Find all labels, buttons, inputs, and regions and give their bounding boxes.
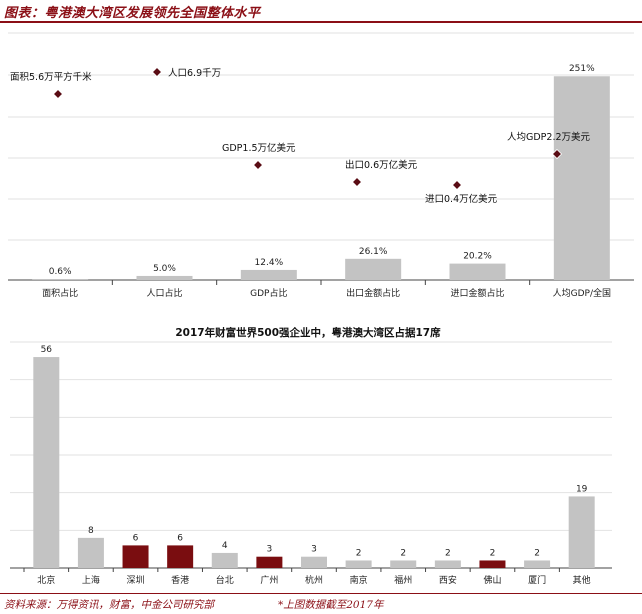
category-label: 南京 <box>350 574 368 586</box>
annotation-marker <box>551 148 563 160</box>
bar-value-label: 12.4% <box>255 258 284 268</box>
bar-value-label: 2 <box>400 548 406 558</box>
bar-value-label: 2 <box>445 548 451 558</box>
category-label: 深圳 <box>127 575 145 586</box>
bar <box>390 560 417 568</box>
bar <box>211 552 238 568</box>
annotation-text: 进口0.4万亿美元 <box>425 193 498 205</box>
category-label: 佛山 <box>483 574 501 586</box>
bar <box>167 545 194 568</box>
bar <box>449 263 506 280</box>
bar <box>524 560 551 568</box>
title-rule <box>0 21 642 23</box>
bar <box>345 258 402 280</box>
bar <box>33 357 60 568</box>
bar-value-label: 6 <box>133 533 139 543</box>
annotation-text: 人均GDP2.2万美元 <box>507 131 591 143</box>
bar <box>32 279 89 280</box>
category-label: 人均GDP/全国 <box>553 287 611 299</box>
category-label: 上海 <box>82 574 100 586</box>
bar <box>434 560 461 568</box>
bar-value-label: 4 <box>222 541 228 551</box>
category-label: 进口金额占比 <box>450 287 504 299</box>
bar <box>122 545 149 568</box>
bar-value-label: 2 <box>356 548 362 558</box>
bar-value-label: 5.0% <box>153 264 176 274</box>
chart-title: 2017年财富世界500强企业中，粤港澳大湾区占据17席 <box>175 326 441 339</box>
bar <box>256 556 283 568</box>
annotation-marker <box>252 159 264 171</box>
category-label: 出口金额占比 <box>346 287 400 299</box>
bar <box>479 560 506 568</box>
bar-value-label: 26.1% <box>359 247 388 257</box>
category-label: 广州 <box>260 574 278 586</box>
bar-value-label: 251% <box>569 64 595 74</box>
category-label: 香港 <box>171 574 189 586</box>
bar <box>553 76 610 280</box>
category-label: 人口占比 <box>146 287 182 299</box>
bar-value-label: 2 <box>534 548 540 558</box>
bar <box>77 537 104 568</box>
annotation-marker <box>351 176 363 188</box>
category-label: 其他 <box>573 574 591 586</box>
annotation-marker <box>52 88 64 100</box>
category-label: 福州 <box>394 574 412 586</box>
bar-value-label: 19 <box>576 484 588 494</box>
bar-value-label: 2 <box>490 548 496 558</box>
category-label: 厦门 <box>528 574 546 586</box>
category-label: 北京 <box>37 574 55 586</box>
annotation-text: 面积5.6万平方千米 <box>10 71 92 83</box>
category-label: GDP占比 <box>250 287 287 299</box>
category-label: 台北 <box>216 574 234 586</box>
source-note: 资料来源：万得资讯，财富，中金公司研究部 <box>4 599 214 611</box>
bar <box>136 275 193 280</box>
bar-value-label: 8 <box>88 526 94 536</box>
category-label: 杭州 <box>305 574 323 586</box>
category-label: 西安 <box>439 574 457 586</box>
data-note: *上图数据截至2017年 <box>278 599 384 611</box>
figure-title: 图表：粤港澳大湾区发展领先全国整体水平 <box>4 6 261 21</box>
bar-value-label: 3 <box>267 545 273 555</box>
category-label: 面积占比 <box>42 287 78 299</box>
annotation-marker <box>451 179 463 191</box>
bar <box>568 496 595 568</box>
annotation-text: GDP1.5万亿美元 <box>222 142 296 154</box>
bar-value-label: 0.6% <box>49 267 72 277</box>
annotation-text: 人口6.9千万 <box>168 68 221 79</box>
bar-value-label: 56 <box>41 345 53 355</box>
bar-value-label: 20.2% <box>463 252 492 262</box>
bar <box>301 556 327 568</box>
footer-rule <box>0 593 642 594</box>
bar <box>240 269 297 280</box>
bar-value-label: 3 <box>311 545 317 555</box>
annotation-text: 出口0.6万亿美元 <box>345 159 418 171</box>
annotation-marker <box>151 66 163 78</box>
bar <box>345 560 372 568</box>
bar-value-label: 6 <box>177 533 183 543</box>
